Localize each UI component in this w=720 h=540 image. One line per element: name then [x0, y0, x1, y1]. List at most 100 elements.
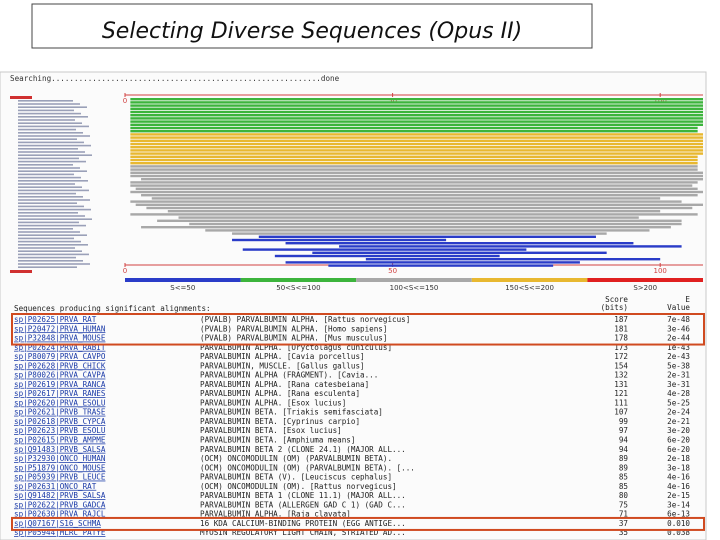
- sequence-description: PARVALBUMIN BETA 2 (CLONE 24.1) (MAJOR A…: [200, 445, 406, 454]
- sequence-description: PARVALBUMIN ALPHA. [Esox lucius]: [200, 398, 346, 407]
- alignment-bar: [130, 142, 703, 146]
- alignment-bar: [130, 174, 703, 178]
- sequence-id: sp|P02623|PRVB_ESOLU: [14, 426, 106, 435]
- bit-score: 121: [614, 389, 628, 398]
- bit-score: 111: [614, 398, 628, 407]
- alignment-bar: [274, 254, 500, 258]
- hit-name-smudge: [18, 106, 87, 108]
- x-tick-label: 100: [653, 267, 666, 275]
- sequence-id: sp|P02624|PRVA_RABIT: [14, 343, 106, 352]
- e-value: 3e-31: [667, 380, 690, 389]
- hit-name-smudge: [18, 240, 81, 243]
- bit-score: 97: [619, 426, 628, 435]
- hit-name-smudge: [18, 192, 76, 195]
- legend-swatch: [587, 278, 703, 282]
- hit-name-smudge: [18, 135, 90, 137]
- alignment-bar: [328, 264, 554, 267]
- hit-name-smudge: [18, 244, 88, 246]
- hit-name-smudge: [18, 186, 82, 188]
- alignment-bar: [130, 184, 693, 187]
- bit-score: 107: [614, 408, 628, 417]
- alignment-bar: [130, 149, 703, 152]
- sequence-description: (PVALB) PARVALBUMIN ALPHA. [Rattus norve…: [200, 315, 410, 324]
- sequence-description: PARVALBUMIN BETA 1 (CLONE 11.1) (MAJOR A…: [200, 491, 406, 500]
- x-tick-label: 0: [123, 267, 127, 275]
- query-marker: [10, 270, 32, 273]
- alignment-bar: [151, 197, 661, 200]
- evalue-header: Value: [667, 303, 690, 312]
- e-value: 5e-38: [667, 361, 690, 370]
- alignment-bar: [130, 181, 698, 184]
- e-value: 2e-31: [667, 371, 690, 380]
- bit-score: 99: [619, 417, 629, 426]
- hit-name-smudge: [18, 183, 75, 185]
- alignment-bar: [130, 158, 698, 162]
- alignment-bar: [141, 194, 698, 197]
- sequence-description: PARVALBUMIN BETA. [Cyprinus carpio]: [200, 417, 360, 426]
- sequence-id: sp|P02617|PRVA_RANES: [14, 389, 106, 398]
- evalue-header: E: [685, 295, 690, 304]
- sequence-description: (OCM) ONCOMODULIN (OM) (PARVALBUMIN BETA…: [200, 454, 392, 463]
- e-value: 0.038: [667, 528, 690, 537]
- hit-name-smudge: [18, 266, 77, 268]
- x-tick-label: 100: [653, 97, 666, 105]
- sequence-description: 16 KDA CALCIUM-BINDING PROTEIN (EGG ANTI…: [200, 519, 406, 528]
- hit-name-smudge: [18, 138, 77, 140]
- hit-name-smudge: [18, 112, 81, 115]
- sequence-id: sp|P80026|PRVA_CAVPA: [14, 371, 106, 380]
- sequence-id: sp|P02618|PRVB_CYPCA: [14, 417, 106, 426]
- alignment-bar: [130, 136, 703, 139]
- hit-name-smudge: [18, 253, 89, 256]
- bit-score: 154: [614, 361, 628, 370]
- sequence-description: PARVALBUMIN, MUSCLE. [Gallus gallus]: [200, 361, 365, 370]
- e-value: 5e-25: [667, 398, 690, 407]
- bit-score: 85: [619, 482, 628, 491]
- hit-name-smudge: [18, 247, 75, 249]
- sequence-description: PARVALBUMIN ALPHA. [Rana catesbeiana]: [200, 380, 369, 389]
- hit-name-smudge: [18, 151, 85, 153]
- e-value: 3e-20: [667, 426, 690, 435]
- alignment-bar: [130, 171, 703, 174]
- hit-name-smudge: [18, 141, 84, 144]
- sequence-description: (OCM) ONCOMODULIN (OM) (PARVALBUMIN BETA…: [200, 463, 415, 472]
- hit-name-smudge: [18, 144, 91, 147]
- hit-name-smudge: [18, 208, 91, 211]
- alignment-bar: [130, 130, 698, 133]
- alignment-bar: [258, 235, 596, 238]
- bit-score: 172: [614, 352, 628, 361]
- sequence-id: sp|Q91482|PRVB_SALSA: [14, 491, 106, 500]
- alignment-bar: [130, 101, 703, 104]
- alignment-bar: [130, 146, 703, 149]
- sequence-id: sp|P80079|PRVA_CAVPO: [14, 352, 106, 361]
- legend-swatch: [240, 278, 357, 282]
- hit-name-smudge: [18, 231, 80, 233]
- hit-name-smudge: [18, 100, 73, 102]
- alignment-bar: [312, 251, 607, 254]
- sequence-id: sp|P02625|PRVA_RAT: [14, 315, 97, 324]
- query-marker: [10, 96, 32, 99]
- sequence-id: sp|Q91483|PRVB_SALSA: [14, 445, 106, 454]
- sequence-description: PARVALBUMIN ALPHA. [Raja clavata]: [200, 510, 351, 519]
- sequence-id: sp|P05939|PRVB_LEUCE: [14, 473, 106, 482]
- alignment-bar: [130, 139, 703, 142]
- e-value: 2e-15: [667, 491, 690, 500]
- hit-name-smudge: [18, 196, 83, 198]
- x-tick-label: 50: [388, 97, 397, 105]
- hit-name-smudge: [18, 160, 86, 163]
- sequence-description: PARVALBUMIN BETA. [Esox lucius]: [200, 426, 342, 435]
- e-value: 1e-43: [667, 343, 690, 352]
- alignment-bar: [130, 213, 698, 216]
- x-tick-label: 50: [388, 267, 397, 275]
- sequence-id: sp|P02630|PRVA_RAJCL: [14, 510, 106, 519]
- alignment-bar: [232, 232, 607, 235]
- x-tick-label: 0: [123, 97, 127, 105]
- bit-score: 94: [619, 436, 629, 445]
- hit-name-smudge: [18, 173, 74, 176]
- bit-score: 173: [614, 343, 628, 352]
- e-value: 2e-18: [667, 454, 690, 463]
- legend-swatch: [471, 278, 588, 282]
- hit-name-smudge: [18, 237, 74, 240]
- hit-name-smudge: [18, 180, 88, 182]
